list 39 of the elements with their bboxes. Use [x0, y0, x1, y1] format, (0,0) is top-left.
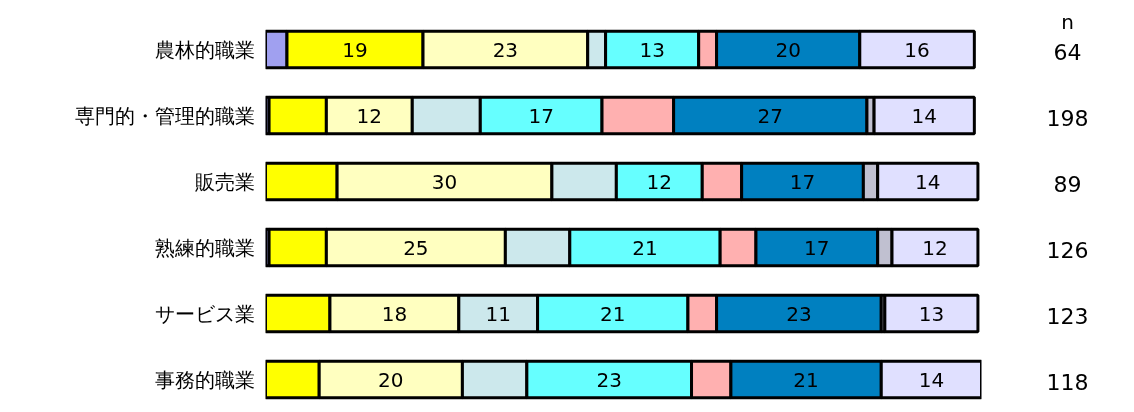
data-label: 17	[804, 235, 830, 260]
data-label: 25	[403, 235, 429, 260]
data-label: 20	[378, 367, 404, 392]
data-label: 21	[632, 235, 658, 260]
data-label: 19	[342, 37, 368, 62]
data-label: 17	[789, 169, 816, 194]
data-label: 23	[786, 301, 812, 326]
y-tick-label: 農林的職業	[154, 37, 255, 62]
text: n	[1061, 9, 1074, 34]
text: 126	[1046, 237, 1089, 263]
data-label: 27	[757, 103, 784, 128]
data-label: 12	[646, 169, 673, 194]
text: 123	[1046, 303, 1089, 329]
y-tick-label: 事務的職業	[154, 367, 255, 392]
data-label: 21	[793, 367, 819, 392]
text: 118	[1046, 369, 1089, 395]
text: 64	[1053, 39, 1082, 65]
data-label: 14	[918, 367, 945, 392]
data-label: 21	[600, 301, 626, 326]
data-label: 12	[922, 235, 948, 260]
data-label: 23	[596, 367, 622, 392]
data-label: 11	[485, 301, 511, 326]
data-label: 23	[492, 37, 519, 62]
text: 198	[1046, 105, 1089, 131]
data-label: 16	[904, 37, 930, 62]
data-label: 20	[775, 37, 801, 62]
data-label: 14	[911, 103, 937, 128]
data-label: 17	[528, 103, 554, 128]
data-label: 13	[639, 37, 665, 62]
text: 89	[1053, 171, 1082, 197]
data-label: 12	[356, 103, 383, 128]
data-label: 13	[918, 301, 945, 326]
data-label: 18	[381, 301, 408, 326]
y-tick-label: 販売業	[194, 169, 255, 194]
y-tick-label: サービス業	[154, 301, 255, 326]
data-label: 14	[915, 169, 941, 194]
data-label: 30	[431, 169, 458, 194]
y-tick-label: 専門的・管理的職業	[74, 103, 255, 128]
y-tick-label: 熟練的職業	[154, 235, 255, 260]
